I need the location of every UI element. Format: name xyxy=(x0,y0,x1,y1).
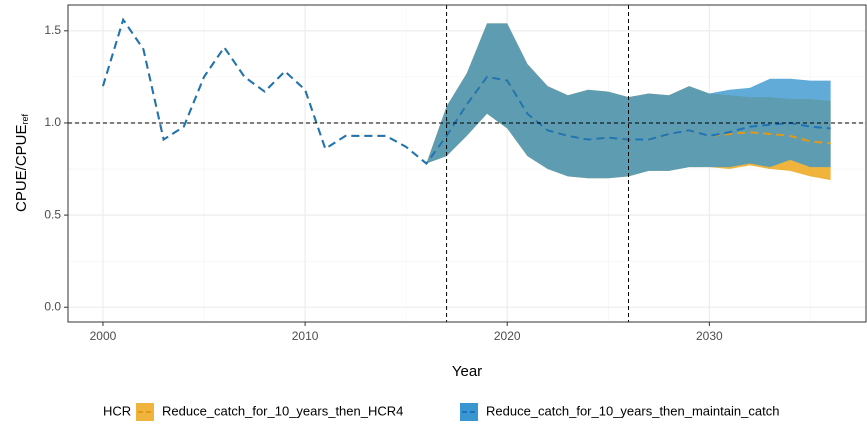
x-axis-label: Year xyxy=(452,363,482,380)
x-tick-label: 2010 xyxy=(292,329,319,343)
y-axis-label-sub: ref xyxy=(20,113,30,124)
y-tick-label: 0.0 xyxy=(44,299,61,313)
legend-label: Reduce_catch_for_10_years_then_HCR4 xyxy=(162,403,403,418)
legend-key xyxy=(460,403,478,421)
y-tick-label: 1.0 xyxy=(44,115,61,129)
legend-label: Reduce_catch_for_10_years_then_maintain_… xyxy=(486,403,779,418)
legend-key xyxy=(136,403,154,421)
y-axis-label-main: CPUE/CPUE xyxy=(13,124,30,212)
panel-border xyxy=(67,4,867,323)
y-axis-label: CPUE/CPUEref xyxy=(13,113,30,212)
legend-title: HCR xyxy=(103,403,131,418)
ribbon xyxy=(426,23,831,179)
x-tick-label: 2000 xyxy=(90,329,117,343)
x-tick-label: 2020 xyxy=(494,329,521,343)
y-tick-label: 0.5 xyxy=(44,207,61,221)
x-tick-label: 2030 xyxy=(696,329,723,343)
y-tick-label: 1.5 xyxy=(44,23,61,37)
